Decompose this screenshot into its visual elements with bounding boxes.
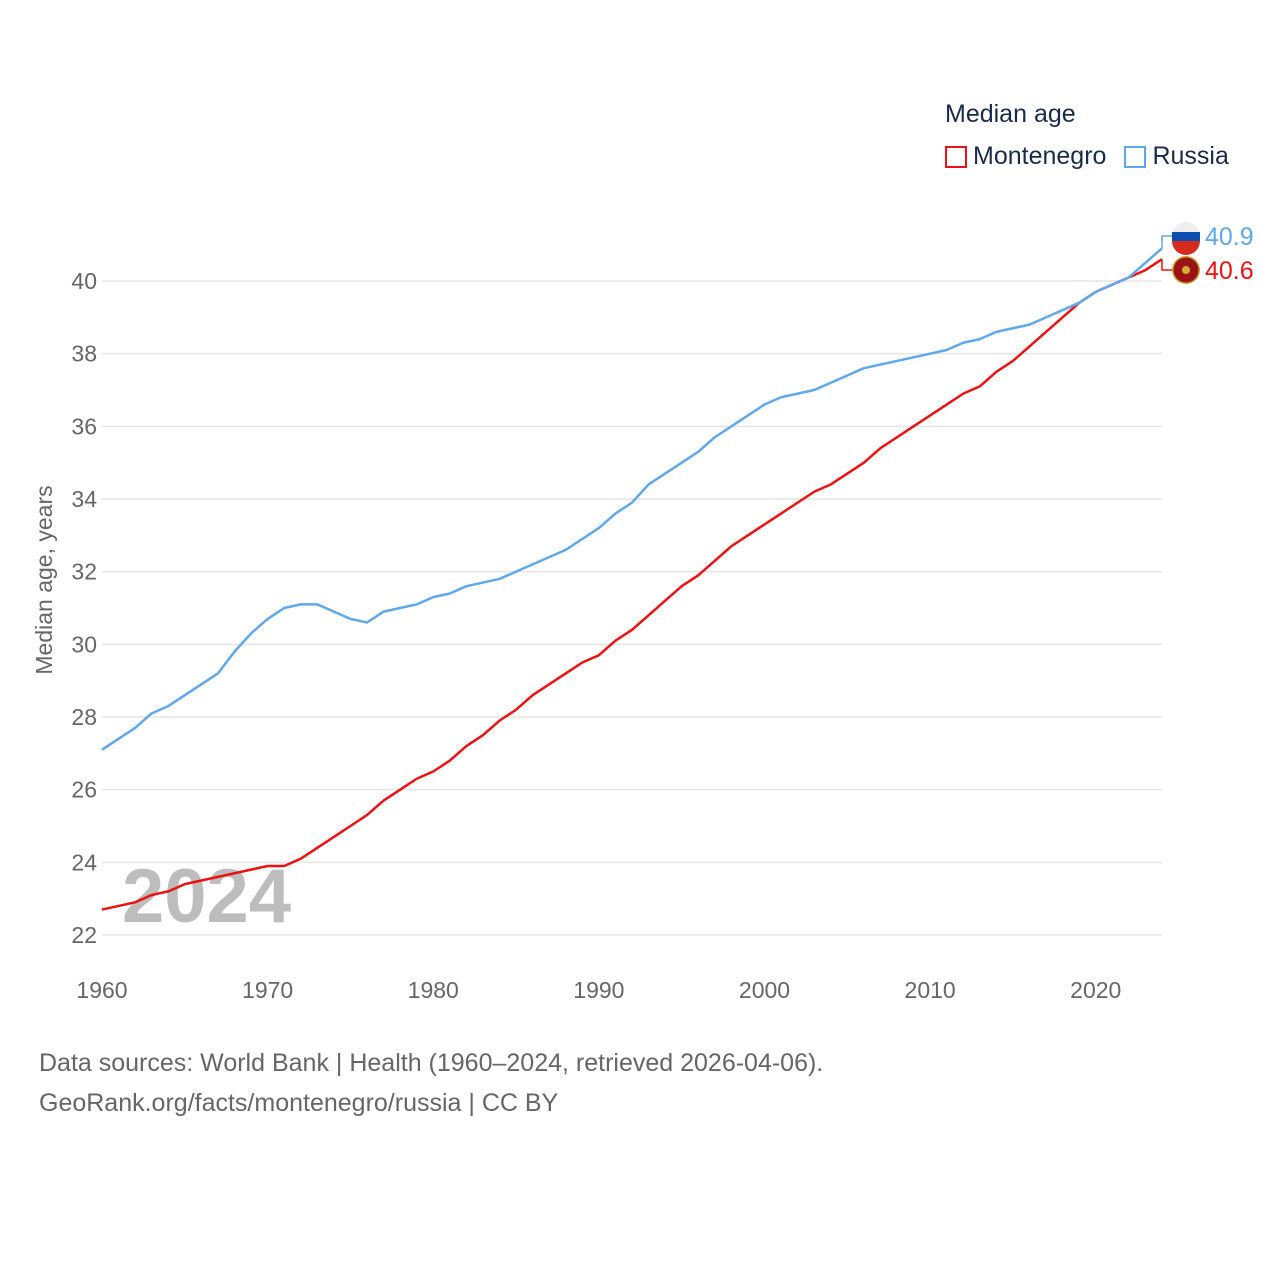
label-connector (1161, 235, 1172, 249)
end-value-label: 40.9 (1205, 223, 1254, 251)
x-tick-label: 1970 (242, 977, 293, 1003)
y-tick-label: 22 (71, 922, 97, 948)
x-tick-label: 2020 (1070, 977, 1121, 1003)
russia-flag-icon (1172, 232, 1200, 241)
y-tick-label: 26 (71, 777, 97, 803)
y-tick-label: 32 (71, 559, 97, 585)
end-value-label: 40.6 (1205, 257, 1254, 285)
legend: Montenegro Russia (945, 142, 1229, 171)
x-tick-label: 2000 (739, 977, 790, 1003)
y-tick-label: 30 (71, 631, 97, 657)
russia-flag-icon (1172, 241, 1200, 255)
y-tick-label: 28 (71, 704, 97, 730)
legend-label: Russia (1152, 142, 1229, 170)
source-link[interactable]: GeoRank.org/facts/montenegro/russia | CC… (39, 1089, 559, 1117)
x-tick-label: 1990 (573, 977, 624, 1003)
series-line-montenegro (101, 258, 1163, 911)
label-connector (1161, 259, 1172, 271)
legend-swatch-montenegro (945, 145, 967, 168)
montenegro-flag-icon (1182, 266, 1190, 274)
x-tick-label: 1960 (76, 977, 127, 1003)
legend-swatch-russia (1124, 145, 1147, 168)
y-tick-label: 24 (71, 849, 97, 875)
y-tick-label: 38 (71, 341, 97, 367)
y-tick-label: 36 (71, 413, 97, 439)
series-line-russia (101, 247, 1163, 751)
legend-item-russia[interactable]: Russia (1124, 142, 1229, 171)
y-tick-label: 40 (71, 268, 97, 294)
y-tick-label: 34 (71, 486, 97, 512)
legend-item-montenegro[interactable]: Montenegro (945, 142, 1106, 171)
data-sources: Data sources: World Bank | Health (1960–… (39, 1049, 824, 1077)
x-tick-label: 1980 (408, 977, 459, 1003)
x-tick-label: 2010 (905, 977, 956, 1003)
legend-title: Median age (945, 100, 1076, 128)
y-axis-label: Median age, years (31, 485, 57, 674)
footer: Data sources: World Bank | Health (1960–… (39, 1043, 823, 1123)
legend-label: Montenegro (973, 142, 1107, 170)
